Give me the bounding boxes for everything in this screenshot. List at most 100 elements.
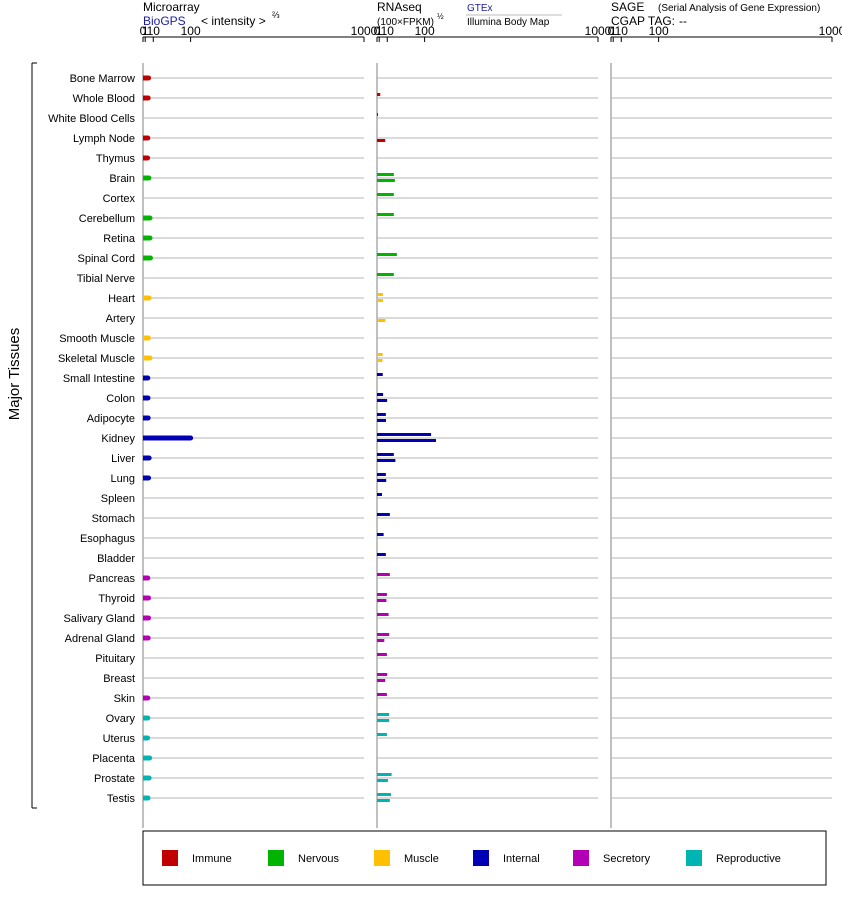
microarray-value-bar bbox=[143, 95, 149, 101]
tissue-label: Thymus bbox=[96, 153, 136, 165]
microarray-value-bar bbox=[143, 415, 149, 421]
rnaseq-gtex-bar bbox=[377, 573, 390, 576]
microarray-value-bar bbox=[143, 75, 149, 81]
tissue-label: Small Intestine bbox=[63, 373, 135, 385]
rnaseq-gtex-bar bbox=[377, 293, 383, 296]
legend-label-secretory: Secretory bbox=[603, 853, 651, 865]
sage-tick-label: 1000 bbox=[819, 24, 842, 38]
rnaseq-gtex-bar bbox=[377, 613, 389, 616]
legend-label-nervous: Nervous bbox=[298, 853, 339, 865]
sage-subtitle: (Serial Analysis of Gene Expression) bbox=[658, 3, 820, 14]
tissue-label: Salivary Gland bbox=[63, 613, 135, 625]
tissue-label: Adipocyte bbox=[87, 413, 135, 425]
fpkm-scale-exponent: ½ bbox=[437, 12, 444, 21]
tissue-label: Bone Marrow bbox=[70, 73, 135, 85]
rnaseq-gtex-bar bbox=[377, 113, 378, 116]
microarray-bar-cap bbox=[145, 715, 151, 721]
legend-swatch-reproductive bbox=[686, 850, 702, 866]
tissue-label: Heart bbox=[108, 293, 135, 305]
tissue-label: Artery bbox=[106, 313, 136, 325]
microarray-value-bar bbox=[143, 355, 150, 361]
microarray-bar-cap bbox=[145, 335, 151, 341]
rnaseq-gtex-bar bbox=[377, 593, 387, 596]
tissue-label: Placenta bbox=[92, 753, 136, 765]
microarray-tick-label: 10 bbox=[147, 24, 161, 38]
microarray-value-bar bbox=[143, 755, 150, 761]
rnaseq-illumina-bar bbox=[377, 779, 388, 782]
tissue-label: Whole Blood bbox=[73, 93, 135, 105]
rnaseq-gtex-bar bbox=[377, 673, 388, 676]
tissue-label: Retina bbox=[103, 233, 136, 245]
microarray-tick-label: 1000 bbox=[351, 24, 378, 38]
microarray-tick-label: 1 bbox=[142, 24, 149, 38]
tissue-label: Uterus bbox=[103, 733, 136, 745]
legend-swatch-immune bbox=[162, 850, 178, 866]
tissue-label: Testis bbox=[107, 793, 136, 805]
microarray-value-bar bbox=[143, 475, 149, 481]
rnaseq-gtex-bar bbox=[377, 413, 386, 416]
microarray-value-bar bbox=[143, 615, 149, 621]
microarray-bar-cap bbox=[147, 755, 153, 761]
microarray-bar-cap bbox=[145, 155, 151, 161]
rnaseq-gtex-bar bbox=[377, 213, 394, 216]
sage-tick-label: 100 bbox=[649, 24, 669, 38]
cgap-tag-value: -- bbox=[679, 14, 687, 28]
microarray-value-bar bbox=[143, 435, 191, 441]
microarray-value-bar bbox=[143, 235, 150, 241]
rnaseq-illumina-bar bbox=[377, 359, 383, 362]
rnaseq-illumina-bar bbox=[377, 299, 383, 302]
microarray-bar-cap bbox=[147, 215, 153, 221]
gtex-legend-label[interactable]: GTEx bbox=[467, 3, 493, 14]
tissue-label: Spinal Cord bbox=[78, 253, 135, 265]
microarray-bar-cap bbox=[146, 295, 152, 301]
microarray-bar-cap bbox=[147, 355, 153, 361]
legend-label-internal: Internal bbox=[503, 853, 540, 865]
legend: Immune Nervous Muscle Internal Secretory Repr… bbox=[142, 830, 827, 886]
tissue-label: Cerebellum bbox=[79, 213, 135, 225]
rnaseq-tick-label: 1 bbox=[376, 24, 383, 38]
sage-tick-label: 1 bbox=[610, 24, 617, 38]
legend-label-reproductive: Reproductive bbox=[716, 853, 781, 865]
tissue-label: Stomach bbox=[92, 513, 135, 525]
tissue-label: Adrenal Gland bbox=[65, 633, 135, 645]
rnaseq-gtex-bar bbox=[377, 653, 387, 656]
major-tissues-bracket: Major Tissues bbox=[6, 62, 37, 809]
rnaseq-illumina-bar bbox=[377, 639, 385, 642]
tissue-labels: Bone Marrow Whole Blood White Blood Cells L… bbox=[48, 73, 136, 805]
microarray-tick-label: 100 bbox=[181, 24, 201, 38]
rnaseq-tick-label: 100 bbox=[415, 24, 435, 38]
tissue-label: Breast bbox=[103, 673, 135, 685]
cgap-tag-label: CGAP TAG: bbox=[611, 14, 675, 28]
microarray-bar-cap bbox=[146, 775, 152, 781]
tissue-label: Smooth Muscle bbox=[59, 333, 135, 345]
rnaseq-gtex-bar bbox=[377, 553, 386, 556]
microarray-bar-cap bbox=[145, 375, 151, 381]
legend-swatch-muscle bbox=[374, 850, 390, 866]
tissue-label: Thyroid bbox=[98, 593, 135, 605]
tissue-label: Spleen bbox=[101, 493, 135, 505]
microarray-bar-cap bbox=[147, 255, 153, 261]
biogps-link[interactable]: BioGPS bbox=[143, 14, 186, 28]
tissue-label: Lung bbox=[111, 473, 135, 485]
microarray-bar-cap bbox=[146, 75, 152, 81]
rnaseq-tick-label: 10 bbox=[381, 24, 395, 38]
rnaseq-illumina-bar bbox=[377, 319, 386, 322]
rnaseq-gtex-bar bbox=[377, 713, 390, 716]
tissue-label: White Blood Cells bbox=[48, 113, 135, 125]
panels: 011010010000110100100001101001000 bbox=[140, 24, 842, 828]
rnaseq-gtex-bar bbox=[377, 533, 384, 536]
legend-swatch-nervous bbox=[268, 850, 284, 866]
rnaseq-gtex-bar bbox=[377, 773, 392, 776]
rnaseq-illumina-bar bbox=[377, 439, 437, 442]
tissue-label: Prostate bbox=[94, 773, 135, 785]
microarray-bar-cap bbox=[145, 695, 151, 701]
rnaseq-tick-label: 1000 bbox=[585, 24, 612, 38]
sage-tick-label: 0 bbox=[608, 24, 615, 38]
rnaseq-illumina-bar bbox=[377, 599, 387, 602]
microarray-value-bar bbox=[143, 175, 149, 181]
microarray-value-bar bbox=[143, 295, 150, 301]
rnaseq-gtex-bar bbox=[377, 353, 383, 356]
rnaseq-gtex-bar bbox=[377, 173, 394, 176]
